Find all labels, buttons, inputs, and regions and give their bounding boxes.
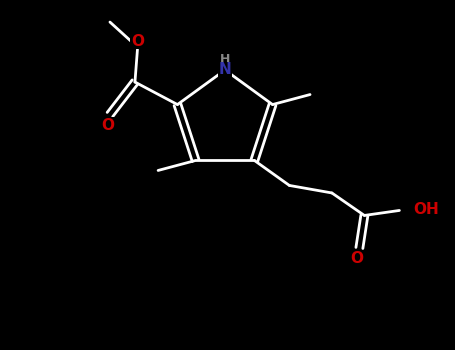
Text: O: O	[350, 251, 364, 266]
Text: OH: OH	[414, 202, 439, 217]
Text: O: O	[131, 34, 144, 49]
Text: N: N	[218, 63, 232, 77]
Text: H: H	[220, 52, 230, 65]
Text: O: O	[101, 118, 114, 133]
